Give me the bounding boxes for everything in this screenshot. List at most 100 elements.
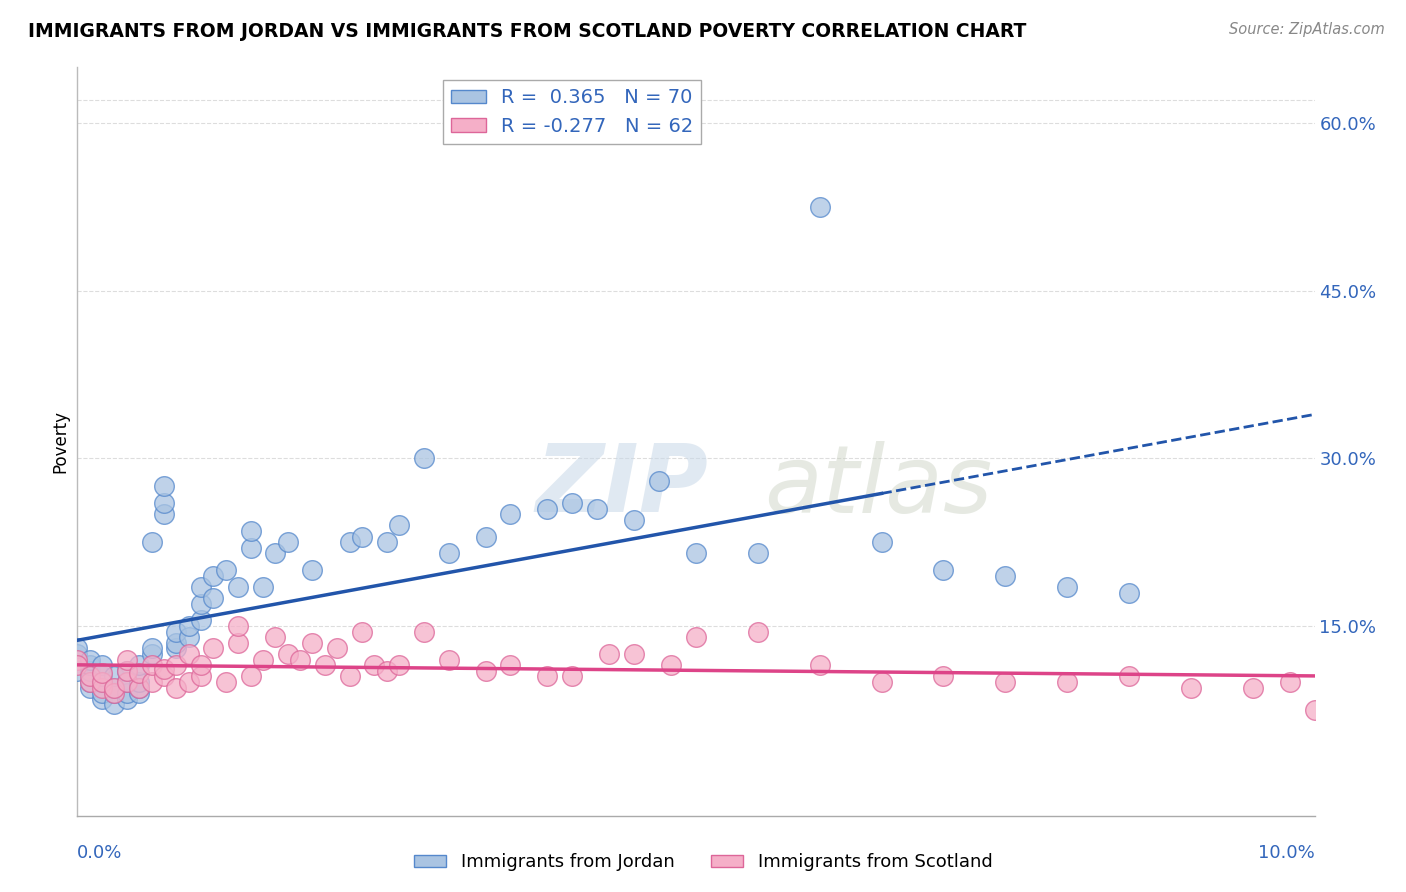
- Point: [226, 619, 249, 633]
- Point: [747, 546, 769, 560]
- Point: [79, 675, 101, 690]
- Point: [177, 675, 200, 690]
- Point: [128, 681, 150, 695]
- Point: [239, 669, 262, 683]
- Point: [115, 691, 138, 706]
- Point: [115, 686, 138, 700]
- Point: [66, 647, 89, 661]
- Text: 10.0%: 10.0%: [1258, 844, 1315, 863]
- Point: [536, 501, 558, 516]
- Point: [264, 630, 287, 644]
- Point: [474, 664, 496, 678]
- Point: [79, 669, 101, 683]
- Y-axis label: Poverty: Poverty: [51, 410, 69, 473]
- Point: [190, 580, 212, 594]
- Point: [115, 652, 138, 666]
- Point: [103, 669, 125, 683]
- Point: [66, 664, 89, 678]
- Point: [165, 624, 187, 639]
- Point: [350, 530, 373, 544]
- Point: [141, 535, 163, 549]
- Point: [288, 652, 311, 666]
- Point: [190, 597, 212, 611]
- Point: [190, 614, 212, 628]
- Point: [165, 658, 187, 673]
- Point: [375, 664, 398, 678]
- Point: [412, 624, 434, 639]
- Point: [115, 664, 138, 678]
- Point: [202, 641, 225, 656]
- Point: [226, 636, 249, 650]
- Point: [437, 546, 460, 560]
- Point: [215, 563, 238, 577]
- Point: [79, 658, 101, 673]
- Point: [103, 681, 125, 695]
- Point: [128, 686, 150, 700]
- Point: [177, 619, 200, 633]
- Point: [91, 686, 114, 700]
- Point: [808, 200, 831, 214]
- Point: [747, 624, 769, 639]
- Point: [115, 664, 138, 678]
- Point: [91, 691, 114, 706]
- Point: [153, 496, 176, 510]
- Point: [561, 496, 583, 510]
- Point: [870, 535, 893, 549]
- Point: [103, 686, 125, 700]
- Point: [91, 675, 114, 690]
- Point: [301, 563, 323, 577]
- Point: [685, 546, 707, 560]
- Point: [388, 518, 411, 533]
- Point: [165, 641, 187, 656]
- Point: [1056, 580, 1078, 594]
- Point: [932, 669, 955, 683]
- Point: [648, 474, 671, 488]
- Point: [165, 681, 187, 695]
- Point: [91, 681, 114, 695]
- Point: [350, 624, 373, 639]
- Point: [91, 658, 114, 673]
- Point: [499, 658, 522, 673]
- Point: [190, 658, 212, 673]
- Point: [314, 658, 336, 673]
- Point: [153, 507, 176, 521]
- Point: [103, 698, 125, 712]
- Point: [66, 641, 89, 656]
- Point: [499, 507, 522, 521]
- Point: [141, 658, 163, 673]
- Point: [239, 524, 262, 538]
- Point: [79, 664, 101, 678]
- Point: [79, 652, 101, 666]
- Point: [239, 541, 262, 555]
- Point: [153, 479, 176, 493]
- Point: [153, 669, 176, 683]
- Point: [623, 513, 645, 527]
- Point: [141, 641, 163, 656]
- Point: [1180, 681, 1202, 695]
- Point: [66, 652, 89, 666]
- Point: [128, 681, 150, 695]
- Point: [388, 658, 411, 673]
- Point: [66, 658, 89, 673]
- Point: [932, 563, 955, 577]
- Point: [177, 630, 200, 644]
- Point: [363, 658, 385, 673]
- Point: [1241, 681, 1264, 695]
- Point: [128, 675, 150, 690]
- Point: [994, 568, 1017, 582]
- Legend: Immigrants from Jordan, Immigrants from Scotland: Immigrants from Jordan, Immigrants from …: [406, 847, 1000, 879]
- Point: [808, 658, 831, 673]
- Point: [165, 636, 187, 650]
- Point: [339, 535, 361, 549]
- Text: Source: ZipAtlas.com: Source: ZipAtlas.com: [1229, 22, 1385, 37]
- Point: [91, 675, 114, 690]
- Point: [103, 681, 125, 695]
- Point: [994, 675, 1017, 690]
- Point: [659, 658, 682, 673]
- Point: [301, 636, 323, 650]
- Point: [215, 675, 238, 690]
- Point: [561, 669, 583, 683]
- Point: [1118, 669, 1140, 683]
- Text: IMMIGRANTS FROM JORDAN VS IMMIGRANTS FROM SCOTLAND POVERTY CORRELATION CHART: IMMIGRANTS FROM JORDAN VS IMMIGRANTS FRO…: [28, 22, 1026, 41]
- Point: [277, 647, 299, 661]
